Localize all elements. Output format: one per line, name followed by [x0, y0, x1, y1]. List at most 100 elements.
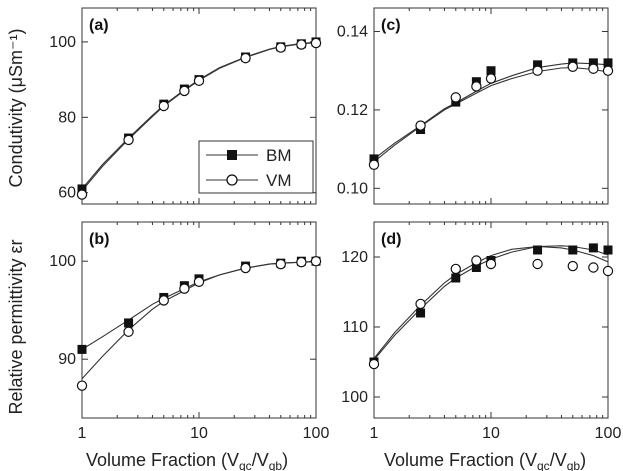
data-point-vm: [485, 73, 497, 84]
y-tick-label: 80: [58, 109, 76, 126]
x-tick-label: 100: [595, 425, 622, 442]
data-point-vm: [602, 265, 614, 277]
y-axis-title-conductivity: Condutivity (μSm⁻¹): [6, 29, 26, 188]
data-point-vm: [310, 37, 322, 49]
y-tick-label: 0.10: [337, 180, 368, 197]
data-point-vm: [296, 39, 307, 50]
x-axis-title-end-2: ): [580, 450, 586, 470]
x-axis-title-left: Volume Fraction (Vqc/Vqb): [86, 450, 288, 471]
data-point-vm: [158, 100, 169, 112]
x-tick-label: 10: [482, 425, 500, 442]
panel-label-a: (a): [89, 17, 109, 34]
legend-frame: [198, 140, 314, 194]
legend-marker-bm: [227, 150, 237, 160]
data-point-bm: [568, 245, 578, 255]
data-point-vm: [193, 75, 205, 86]
data-point-bm: [603, 245, 613, 255]
data-point-bm: [124, 318, 134, 328]
x-tick-label: 1: [370, 425, 379, 442]
legend: BM VM: [198, 140, 314, 194]
data-point-vm: [368, 358, 380, 370]
data-point-vm: [275, 42, 286, 53]
data-point-vm: [471, 255, 482, 266]
data-point-vm: [275, 258, 286, 270]
legend-label-vm: VM: [266, 171, 292, 190]
data-point-bm: [533, 60, 543, 70]
y-tick-label: 120: [341, 249, 368, 266]
panel-frame-b: [81, 221, 317, 419]
data-point-vm: [415, 298, 426, 310]
data-point-vm: [76, 189, 88, 200]
y-tick-label: 0.14: [337, 24, 368, 41]
data-point-vm: [179, 283, 190, 294]
data-point-bm: [77, 184, 87, 194]
data-point-bm: [588, 58, 598, 68]
data-point-vm: [179, 85, 190, 97]
data-point-bm: [416, 308, 426, 318]
data-point-bm: [486, 66, 496, 76]
data-point-vm: [450, 263, 461, 275]
panel-c: 0.10 0.12 0.14 (c): [337, 7, 614, 205]
data-point-vm: [567, 61, 578, 73]
y-tick-label: 90: [58, 351, 76, 368]
data-point-vm: [450, 92, 461, 103]
legend-marker-vm: [226, 174, 238, 186]
x-axis-title-sub1-2: qc: [537, 459, 550, 471]
y-tick-label: 0.12: [337, 102, 368, 119]
data-point-bm: [77, 344, 87, 354]
data-point-vm: [158, 295, 169, 306]
panel-a: 60 80 100 (a): [49, 7, 322, 205]
data-point-vm: [123, 134, 134, 146]
data-point-vm: [296, 256, 307, 268]
data-point-bm: [471, 263, 481, 272]
data-point-vm: [567, 260, 578, 272]
y-tick-label: 100: [49, 253, 76, 270]
y-axis-title-permittivity: Relative permittivity εr: [6, 239, 26, 414]
data-point-vm: [240, 52, 251, 64]
x-axis-title-sub2: qb: [269, 459, 283, 471]
data-point-vm: [532, 65, 543, 76]
y-tick-label: 60: [58, 185, 76, 202]
data-point-vm: [532, 258, 543, 270]
data-point-vm: [602, 65, 614, 76]
x-axis-title-mid-2: /V: [550, 450, 567, 470]
data-point-vm: [485, 258, 497, 270]
x-axis-title-sub2-2: qb: [567, 459, 581, 471]
panel-frame-c: [373, 7, 609, 205]
panel-label-b: (b): [89, 231, 109, 248]
x-axis-title-end: ): [282, 450, 288, 470]
data-point-vm: [588, 63, 599, 74]
data-point-vm: [76, 380, 88, 391]
x-tick-label: 1: [78, 425, 87, 442]
y-tick-label: 110: [342, 319, 368, 336]
x-axis-title-sub1: qc: [239, 459, 252, 471]
data-point-vm: [240, 262, 251, 274]
data-point-bm: [451, 273, 461, 283]
panel-label-d: (d): [381, 231, 401, 248]
legend-label-bm: BM: [266, 146, 292, 165]
data-point-vm: [471, 81, 482, 92]
x-axis-title-right: Volume Fraction (Vqc/Vqb): [384, 450, 586, 471]
x-axis-title-main: Volume Fraction (V: [86, 450, 239, 470]
data-point-bm: [603, 58, 613, 68]
data-point-vm: [415, 120, 426, 131]
panel-label-c: (c): [381, 17, 401, 34]
data-point-vm: [588, 262, 599, 273]
x-axis-title-mid: /V: [252, 450, 269, 470]
data-point-vm: [193, 276, 205, 287]
y-tick-label: 100: [49, 34, 76, 51]
data-point-vm: [368, 159, 380, 170]
data-point-bm: [588, 243, 598, 253]
data-point-bm: [369, 154, 379, 164]
y-tick-label: 100: [341, 389, 368, 406]
data-point-vm: [310, 256, 322, 267]
x-axis-title-main-2: Volume Fraction (V: [384, 450, 537, 470]
x-tick-label: 100: [303, 425, 330, 442]
x-tick-label: 10: [190, 425, 208, 442]
data-point-vm: [123, 326, 134, 337]
data-point-bm: [533, 245, 543, 255]
